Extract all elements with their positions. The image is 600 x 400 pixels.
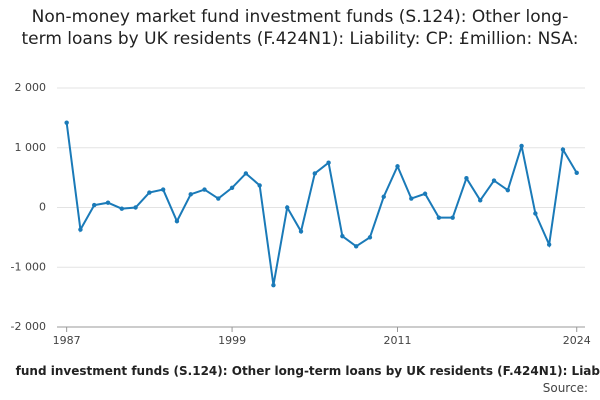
point [202, 187, 207, 192]
y-tick-label: 2 000 [15, 81, 47, 94]
point [353, 244, 359, 249]
point [285, 205, 290, 210]
point [560, 147, 566, 152]
y-tick-label: 0 [39, 201, 46, 214]
point [133, 205, 138, 210]
point [450, 215, 455, 220]
point [326, 160, 331, 165]
point [533, 211, 538, 216]
chart: 2 000 1 000 0 -1 000 -2 000 1987 1999 2011 2024 [11, 81, 591, 347]
y-tick-label: -1 000 [11, 260, 46, 273]
point [257, 183, 262, 188]
point [243, 171, 249, 176]
point [395, 164, 400, 169]
point [216, 196, 221, 201]
point [464, 176, 469, 181]
y-tick-label: -2 000 [11, 320, 46, 333]
point [188, 192, 193, 197]
point [574, 170, 579, 176]
point [312, 171, 317, 176]
point [174, 219, 180, 224]
point [367, 235, 373, 240]
point [381, 194, 386, 199]
point [491, 178, 497, 183]
point [78, 227, 83, 232]
point [271, 282, 276, 288]
footer-text: fund investment funds (S.124): Other lon… [15, 364, 600, 378]
point [119, 206, 124, 211]
source: Source: [542, 381, 588, 395]
point [519, 143, 524, 149]
series-line [65, 122, 578, 286]
point [478, 198, 483, 203]
point [64, 120, 69, 125]
y-tick-label: 1 000 [15, 141, 47, 154]
x-tick-label: 2011 [384, 334, 412, 347]
point [92, 202, 97, 208]
point [546, 242, 552, 247]
point [409, 196, 414, 201]
x-tick-label: 2024 [563, 334, 591, 347]
point [229, 185, 235, 190]
point [105, 200, 111, 205]
point [340, 233, 345, 239]
point [298, 229, 304, 234]
point [147, 190, 152, 195]
point [422, 191, 428, 196]
point [505, 187, 510, 193]
x-tick-label: 1987 [53, 334, 81, 347]
x-tick-label: 1999 [218, 334, 246, 347]
point [436, 215, 442, 220]
chart-title: Non-money market fund investment funds (… [21, 7, 579, 49]
point [160, 187, 166, 192]
